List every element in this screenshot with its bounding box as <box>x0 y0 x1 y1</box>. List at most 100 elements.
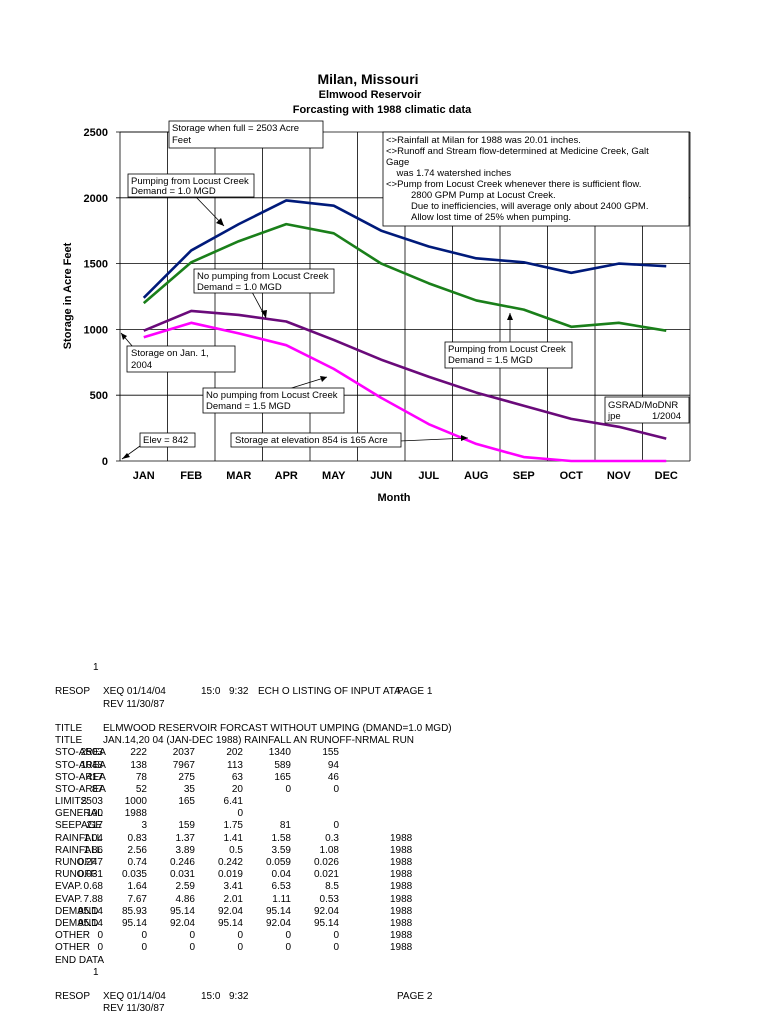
svg-text:Due to inefficiencies, will av: Due to inefficiencies, will average only… <box>411 201 648 212</box>
x-tick-label: OCT <box>560 470 584 482</box>
row-label: OTHER <box>55 930 90 942</box>
callout-arrowheads <box>121 218 513 459</box>
row-value: 95.14 <box>121 917 147 929</box>
storage-full-callout: Storage when full = 2503 Acre Feet <box>168 120 324 149</box>
svg-text:Storage at elevation 854 is 16: Storage at elevation 854 is 165 Acre <box>235 435 388 446</box>
storage-chart: Milan, Missouri Elmwood Reservoir Forcas… <box>62 71 691 504</box>
series-line-3 <box>143 309 667 440</box>
row-value: 0 <box>333 783 339 795</box>
svg-text:Elev = 842: Elev = 842 <box>143 435 188 446</box>
row-value: 2.59 <box>175 881 195 893</box>
row-value: 589 <box>274 759 291 771</box>
row-value: 95.14 <box>313 917 339 929</box>
row-value: 0 <box>189 930 195 942</box>
listing-header: RESOP XEQ 01/14/04 15:0 9:32 ECH O LISTI… <box>55 686 433 698</box>
row-value: 1.86 <box>83 844 103 856</box>
x-tick-label: DEC <box>655 470 678 482</box>
row-value: 222 <box>130 747 147 759</box>
row-value: 0 <box>333 942 339 954</box>
row-value: 1.41 <box>223 832 243 844</box>
row-value: 1.08 <box>319 844 339 856</box>
row-value: 81 <box>279 820 291 832</box>
row-value: 1340 <box>268 747 291 759</box>
svg-text:2800 GPM Pump at Locust Creek.: 2800 GPM Pump at Locust Creek. <box>411 190 556 201</box>
row-label: STO-AREA <box>55 759 106 771</box>
row-value: 0.247 <box>77 857 103 868</box>
svg-text:<>Pump from Locust Creek whene: <>Pump from Locust Creek whenever there … <box>386 179 641 190</box>
row-value: 165 <box>178 796 195 808</box>
x-tick-label: AUG <box>464 470 488 482</box>
row-value: 0.68 <box>83 881 103 893</box>
row-value: 159 <box>178 820 195 832</box>
row-value: 0 <box>141 930 147 942</box>
row-value: 94 <box>327 759 339 771</box>
title-row: TITLE JAN.14,20 04 (JAN-DEC 1988) RAINFAL… <box>55 735 755 747</box>
row-value: 1988 <box>390 942 413 954</box>
y-tick-label: 0 <box>102 456 108 468</box>
data-row: STO-AREA 87 52 35 20 0 0 <box>55 784 755 796</box>
row-label: TITLE <box>55 735 83 747</box>
row-value: 78 <box>135 771 147 783</box>
row-value: 2.01 <box>223 893 243 905</box>
row-label: RAINFALL <box>55 844 103 856</box>
row-value: 3.41 <box>223 881 243 893</box>
row-value: 95.14 <box>77 917 103 929</box>
row-value: 1048 <box>80 759 103 771</box>
chart-subtitle-2: Forcasting with 1988 climatic data <box>293 104 472 116</box>
data-row: OTHER 0 0 0 0 0 0 1988 <box>55 942 755 954</box>
page-marker: 1 <box>93 966 99 978</box>
row-value: 0 <box>333 930 339 942</box>
row-value: 46 <box>327 771 339 783</box>
series-line-4 <box>143 321 667 463</box>
data-row: RAINFALL 1.86 2.56 3.89 0.5 3.59 1.08 1988 <box>55 845 755 857</box>
row-value: 0.026 <box>313 857 339 868</box>
end-data: END DATA <box>55 954 105 966</box>
row-value: 113 <box>227 759 243 771</box>
y-tick-label: 2500 <box>84 127 108 139</box>
x-axis-label: Month <box>378 492 411 504</box>
x-tick-label: JUL <box>418 470 439 482</box>
chart-subtitle-1: Elmwood Reservoir <box>319 89 422 101</box>
row-label: STO-AREA <box>55 783 106 795</box>
x-tick-label: JUN <box>370 470 392 482</box>
data-row: RAINFALL 1.04 0.83 1.37 1.41 1.58 0.3 1988 <box>55 833 755 845</box>
svg-text:Demand = 1.5 MGD: Demand = 1.5 MGD <box>448 355 533 366</box>
row-value: 0.83 <box>127 832 147 844</box>
row-value: 0.53 <box>319 893 339 905</box>
row-value: 0.019 <box>217 869 243 881</box>
row-value: 3 <box>141 820 147 832</box>
row-value: 165 <box>274 771 291 783</box>
row-value: 1988 <box>390 881 413 893</box>
svg-text:No pumping from Locust Creek: No pumping from Locust Creek <box>206 390 338 401</box>
svg-text:1/2004: 1/2004 <box>652 411 681 422</box>
row-value: 0 <box>285 930 291 942</box>
svg-text:Pumping from Locust Creek: Pumping from Locust Creek <box>448 344 566 355</box>
row-value: 1988 <box>390 844 413 856</box>
row-value: 0 <box>237 930 243 942</box>
series-lines <box>142 199 667 463</box>
row-value: 0 <box>237 808 243 820</box>
row-label: DEMAND <box>55 905 99 917</box>
row-value: 95.14 <box>217 917 243 929</box>
row-value: 155 <box>322 747 339 759</box>
y-tick-label: 1500 <box>84 259 108 271</box>
y-tick-labels: 0 500 1000 1500 2000 2500 <box>84 127 108 468</box>
row-value: 3.89 <box>175 844 195 856</box>
data-row: GENERAL 100 1988 0 <box>55 808 755 820</box>
title-text: ELMWOOD RESERVOIR FORCAST WITHOUT UMPING… <box>103 722 452 734</box>
row-value: 8.5 <box>325 881 339 893</box>
row-value: 85.93 <box>121 905 147 917</box>
row-value: 2.56 <box>127 844 147 856</box>
svg-text:GSRAD/MoDNR: GSRAD/MoDNR <box>608 400 678 411</box>
x-tick-label: MAR <box>226 470 251 482</box>
row-label: EVAP. <box>55 893 83 905</box>
row-value: 20 <box>231 783 243 795</box>
row-value: 95.14 <box>77 905 103 917</box>
row-value: 0 <box>285 942 291 954</box>
row-value: 1.11 <box>272 893 291 905</box>
data-row: RUNOFF 0.247 0.74 0.246 0.242 0.059 0.026 1988 <box>55 857 755 869</box>
data-row: LIMITS 2503 1000 165 6.41 <box>55 796 755 808</box>
pumping-1mgd-callout: Pumping from Locust Creek Demand = 1.0 M… <box>127 173 255 198</box>
row-value: 1988 <box>390 857 413 868</box>
row-value: 0 <box>285 783 291 795</box>
